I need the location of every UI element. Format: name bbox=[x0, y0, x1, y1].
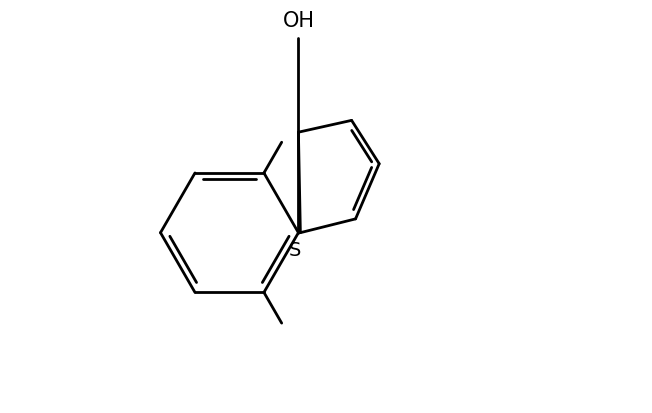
Text: OH: OH bbox=[282, 10, 314, 31]
Text: S: S bbox=[288, 241, 301, 260]
